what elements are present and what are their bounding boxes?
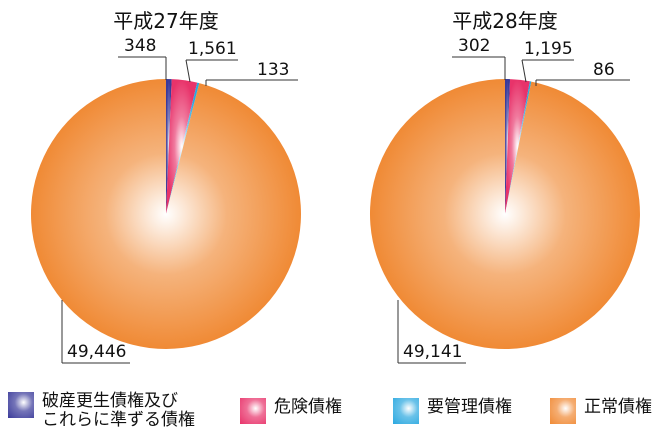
data-label-group-1-1: 1,195 xyxy=(521,39,574,83)
chart-title-0: 平成27年度 xyxy=(113,9,218,33)
data-label-0-2: 133 xyxy=(257,60,289,80)
legend-item-doubtful: 危険債権 xyxy=(240,398,342,424)
data-label-group-1-0: 302 xyxy=(452,36,506,80)
pie-chart-0: 平成27年度 348 1,561 133 49,446 xyxy=(30,9,301,364)
pie-slice-1-2 xyxy=(505,81,532,214)
data-label-group-1-3: 49,141 xyxy=(397,300,466,364)
legend-label-doubtful: 危険債権 xyxy=(274,397,342,417)
leader-line-v-1-1 xyxy=(521,59,527,83)
pie-slice-1-3 xyxy=(369,79,640,349)
data-label-0-1: 1,561 xyxy=(188,39,237,59)
pie-slice-0-1 xyxy=(166,79,198,215)
data-label-0-3: 49,446 xyxy=(67,342,126,362)
legend-swatch-substandard xyxy=(393,398,419,424)
pie-chart-1: 平成28年度 302 1,195 86 49,141 xyxy=(369,9,640,364)
data-label-1-2: 86 xyxy=(593,60,615,80)
data-label-group-0-1: 1,561 xyxy=(185,39,238,83)
pie-slice-0-2 xyxy=(166,82,200,215)
legend-item-normal: 正常債権 xyxy=(550,398,652,424)
legend-swatch-bankrupt xyxy=(8,392,34,418)
pie-slice-0-0 xyxy=(166,78,172,214)
data-label-1-0: 302 xyxy=(458,36,490,56)
legend-item-bankrupt: 破産更生債権及び これらに準ずる債権 xyxy=(8,392,195,430)
legend-label-substandard: 要管理債権 xyxy=(427,397,512,417)
data-label-group-0-2: 133 xyxy=(205,60,298,86)
legend-swatch-normal xyxy=(550,398,576,424)
data-label-0-0: 348 xyxy=(124,36,156,56)
data-label-group-0-0: 348 xyxy=(118,36,167,80)
legend-swatch-doubtful xyxy=(240,398,266,424)
data-label-group-0-3: 49,446 xyxy=(61,300,130,364)
data-label-1-3: 49,141 xyxy=(403,342,462,362)
chart-title-1: 平成28年度 xyxy=(452,9,557,33)
legend-item-substandard: 要管理債権 xyxy=(393,398,512,424)
legend-label-normal: 正常債権 xyxy=(584,397,652,417)
legend-label-bankrupt: 破産更生債権及び これらに準ずる債権 xyxy=(42,391,195,430)
pie-slice-1-0 xyxy=(505,78,511,215)
leader-line-v-0-1 xyxy=(185,59,191,83)
chart-canvas: 平成27年度 348 1,561 133 49,446 平成28年度 302 1,195 86 4… xyxy=(30,9,640,364)
legend: 破産更生債権及び これらに準ずる債権 危険債権 要管理債権 正常債権 xyxy=(0,360,659,430)
data-label-1-1: 1,195 xyxy=(524,39,573,59)
pie-slice-0-3 xyxy=(30,79,301,349)
data-label-group-1-2: 86 xyxy=(535,60,630,86)
pie-slice-1-1 xyxy=(505,79,530,214)
